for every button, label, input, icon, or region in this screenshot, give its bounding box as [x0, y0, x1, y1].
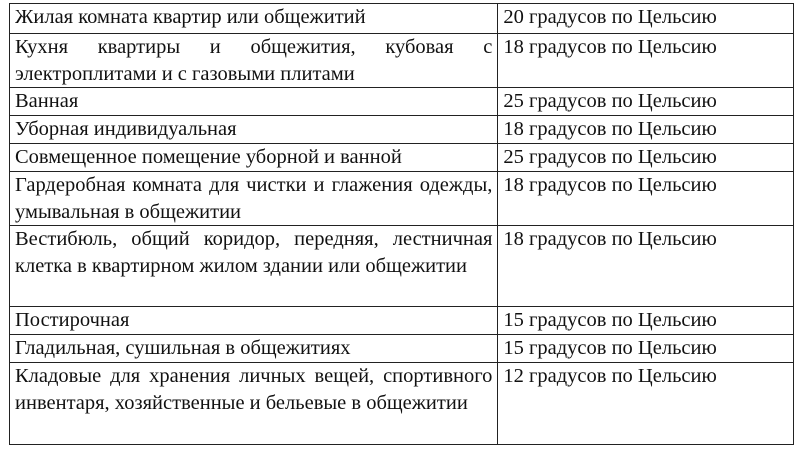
room-cell: Кухня квартиры и общежития, кубовая с эл… [8, 33, 499, 88]
table-row: Жилая комната квартир или общежитий 20 гр… [8, 3, 794, 34]
table-row: Вестибюль, общий коридор, передняя, лест… [8, 225, 794, 307]
table-row: Кухня квартиры и общежития, кубовая с эл… [8, 33, 794, 88]
table-row: Гладильная, сушильная в общежитиях 15 гра… [8, 334, 794, 363]
table-row: Постирочная 15 градусов по Цельсию [8, 306, 794, 335]
temperature-cell: 15 градусов по Цельсию [497, 334, 794, 363]
temperature-table: Жилая комната квартир или общежитий 20 гр… [8, 3, 794, 445]
temperature-cell: 18 градусов по Цельсию [497, 33, 794, 88]
table-row: Уборная индивидуальная 18 градусов по Цел… [8, 115, 794, 144]
temperature-cell: 18 градусов по Цельсию [497, 225, 794, 307]
room-cell: Уборная индивидуальная [8, 115, 499, 144]
room-cell: Ванная [8, 87, 499, 116]
room-cell: Постирочная [8, 306, 499, 335]
temperature-cell: 18 градусов по Цельсию [497, 171, 794, 226]
temperature-cell: 25 градусов по Цельсию [497, 143, 794, 172]
room-cell: Кладовые для хранения личных вещей, спор… [8, 362, 499, 445]
table-row: Ванная 25 градусов по Цельсию [8, 87, 794, 116]
temperature-cell: 12 градусов по Цельсию [497, 362, 794, 445]
temperature-cell: 15 градусов по Цельсию [497, 306, 794, 335]
temperature-cell: 20 градусов по Цельсию [497, 3, 794, 34]
table-row: Гардеробная комната для чистки и глажени… [8, 171, 794, 226]
room-cell: Гардеробная комната для чистки и глажени… [8, 171, 499, 226]
table-row: Совмещенное помещение уборной и ванной 25… [8, 143, 794, 172]
room-cell: Жилая комната квартир или общежитий [8, 3, 499, 34]
temperature-cell: 18 градусов по Цельсию [497, 115, 794, 144]
room-cell: Совмещенное помещение уборной и ванной [8, 143, 499, 172]
temperature-cell: 25 градусов по Цельсию [497, 87, 794, 116]
room-cell: Гладильная, сушильная в общежитиях [8, 334, 499, 363]
room-cell: Вестибюль, общий коридор, передняя, лест… [8, 225, 499, 307]
table-row: Кладовые для хранения личных вещей, спор… [8, 362, 794, 445]
